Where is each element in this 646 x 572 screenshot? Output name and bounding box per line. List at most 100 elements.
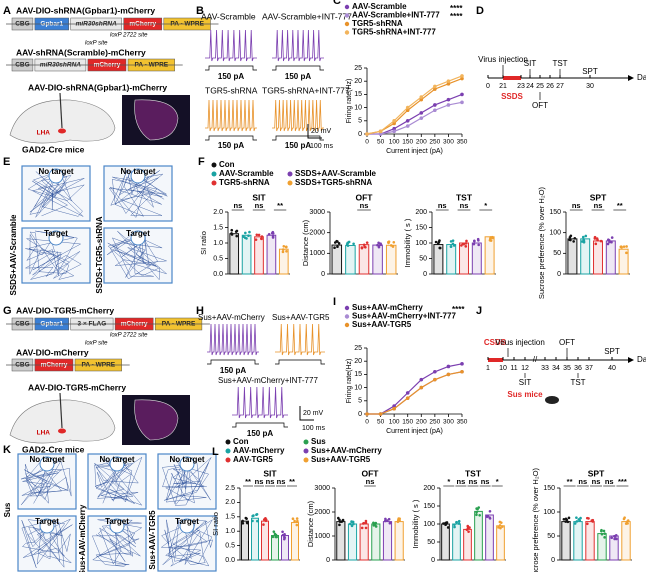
series-line [367, 363, 463, 415]
dot [464, 245, 468, 248]
dot [499, 526, 502, 530]
legend-marker [211, 162, 217, 168]
dot [254, 238, 258, 241]
target-zone [39, 456, 55, 472]
dot [578, 519, 582, 522]
label: 27 [556, 83, 564, 90]
bar [485, 514, 494, 561]
dot [398, 518, 401, 522]
dot [486, 514, 490, 518]
label: SIT [519, 378, 532, 387]
track [91, 519, 143, 567]
dot [600, 532, 604, 536]
significance: ** [245, 477, 251, 486]
label: Day [637, 355, 646, 364]
significance: ns [366, 477, 375, 486]
current-step [275, 359, 325, 365]
y-tick-label: 10 [354, 104, 362, 111]
dot [498, 524, 502, 527]
stress-period [488, 358, 503, 362]
dot [622, 517, 626, 521]
dot [453, 525, 456, 529]
y-tick-label: 0 [326, 557, 330, 564]
legend-marker [287, 171, 293, 177]
y-tick-label: 2.0 [213, 209, 223, 216]
dot [575, 516, 578, 519]
significance: * [496, 477, 499, 486]
chart-title: OFT [362, 468, 380, 478]
dot [346, 244, 350, 247]
bar [291, 522, 299, 561]
dot [295, 517, 299, 520]
dot [374, 525, 378, 528]
injection-site [58, 428, 66, 434]
dot [365, 241, 369, 244]
legend-marker [211, 180, 217, 186]
legend-label: TGR5-shRNA [352, 19, 403, 28]
label: No target [29, 455, 64, 464]
x-tick-label: 300 [443, 419, 454, 426]
label: SPT [582, 67, 598, 76]
legend-marker [344, 21, 350, 27]
target-zone [48, 168, 64, 184]
panel-letter: H [196, 305, 204, 317]
legend-marker [225, 439, 231, 445]
bar [446, 244, 457, 275]
panel-letter: C [333, 0, 341, 7]
data-point [460, 92, 464, 97]
label: 100 ms [310, 143, 333, 150]
bar [372, 244, 383, 275]
bar [336, 521, 346, 561]
data-point [419, 95, 424, 99]
dot [457, 522, 461, 525]
dot [245, 237, 248, 240]
label: 33 [541, 365, 549, 372]
dot [262, 518, 266, 521]
bar [394, 521, 404, 561]
label: Target [44, 229, 68, 238]
panel-letter: B [196, 5, 204, 17]
label: Target [175, 517, 199, 526]
label: Sus+AAV-mCherry [198, 313, 265, 322]
dot [338, 518, 341, 522]
dot [377, 245, 381, 249]
panel-letter: L [212, 446, 219, 458]
data-point [446, 372, 451, 377]
bar [459, 242, 469, 275]
bar [433, 244, 444, 275]
injection-site [58, 128, 66, 134]
y-tick-label: 2000 [309, 230, 325, 237]
label: TST [552, 59, 567, 68]
legend-marker [211, 171, 217, 177]
y-tick-label: 1.5 [213, 224, 223, 231]
significance: ** [289, 477, 295, 486]
legend-marker [344, 314, 350, 319]
dot [606, 242, 610, 246]
legend-label: TGR5-shRNA [219, 178, 270, 187]
spike-trace [232, 386, 288, 419]
y-tick-label: 25 [354, 65, 362, 72]
y-tick-label: 200 [423, 485, 435, 492]
dot [498, 520, 502, 524]
y-tick-label: 100 [415, 240, 427, 247]
dot [281, 250, 285, 254]
dot [607, 238, 610, 242]
dot [262, 523, 265, 526]
label: Sus+AAV-mCherry [78, 504, 87, 572]
dot [477, 243, 480, 247]
dot [230, 233, 234, 236]
dot [271, 232, 275, 235]
spike-trace [272, 99, 324, 132]
y-tick-label: 150 [549, 209, 561, 216]
y-tick-label: 50 [553, 250, 561, 257]
dot [610, 236, 614, 239]
bar [385, 244, 397, 275]
legend-marker [303, 457, 309, 463]
dot [387, 241, 390, 245]
dot [442, 522, 445, 525]
data-point [433, 84, 437, 89]
dot [247, 234, 250, 238]
dot [241, 521, 245, 525]
y-tick-label: 50 [427, 539, 435, 546]
panel-letter: E [3, 156, 10, 168]
